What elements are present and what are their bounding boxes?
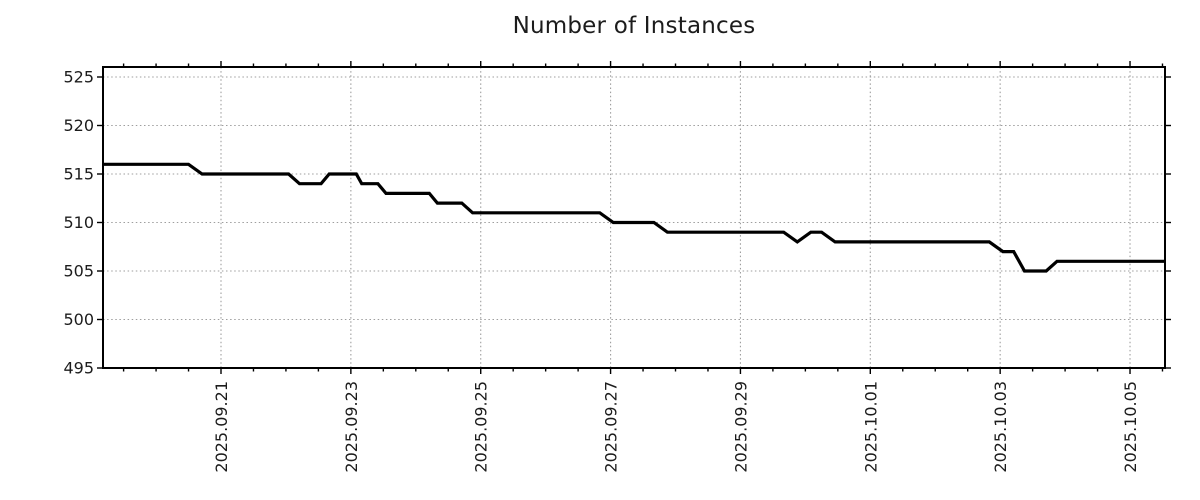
x-tick-label: 2025.09.23 [342,381,361,473]
y-tick-label: 505 [63,261,94,280]
y-tick-label: 515 [63,164,94,183]
chart-title: Number of Instances [512,13,756,39]
y-tick-label: 495 [63,358,94,377]
axis-ticks [97,61,1171,374]
y-tick-label: 510 [63,213,94,232]
y-tick-label: 520 [63,116,94,135]
series-line [103,162,1165,273]
x-tick-label: 2025.10.05 [1121,381,1140,473]
y-tick-labels: 495 500 505 510 515 520 525 [63,67,94,377]
x-tick-label: 2025.09.25 [472,381,491,473]
x-tick-label: 2025.09.29 [731,381,750,473]
x-tick-labels: 2025.09.21 2025.09.23 2025.09.25 2025.09.27… [212,381,1140,473]
x-tick-label: 2025.09.27 [602,381,621,473]
x-tick-label: 2025.09.21 [212,381,231,473]
x-tick-label: 2025.10.03 [991,381,1010,473]
y-tick-label: 500 [63,310,94,329]
plot-border [102,66,1166,369]
x-tick-label: 2025.10.01 [861,381,880,473]
y-tick-label: 525 [63,67,94,86]
gridlines [103,67,1165,368]
